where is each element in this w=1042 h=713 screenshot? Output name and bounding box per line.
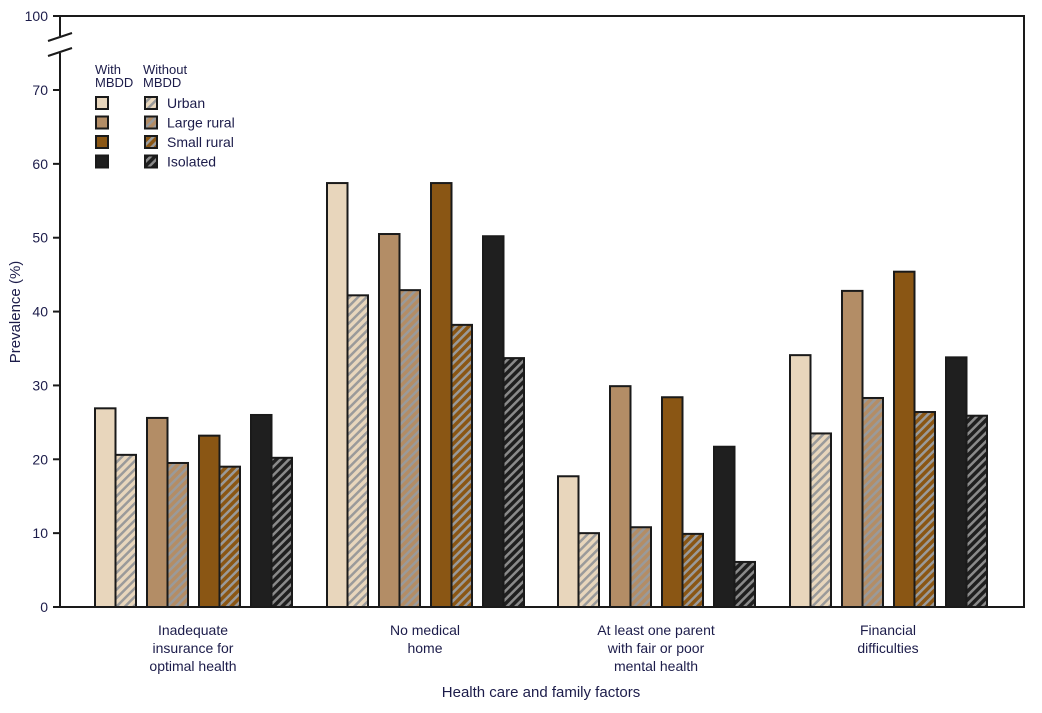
bar (681, 532, 704, 608)
y-tick-label: 30 (32, 377, 48, 393)
x-tick-label: No medical (390, 622, 460, 638)
bar (218, 465, 241, 608)
legend-label: Large rural (167, 115, 235, 131)
legend-swatch-with (95, 115, 109, 130)
legend-swatch-without (144, 115, 158, 130)
bar (629, 526, 652, 609)
x-tick-label: insurance for (153, 640, 234, 656)
legend-header: MBDD (143, 75, 181, 90)
bar (346, 294, 369, 608)
legend-swatch-with (95, 96, 109, 110)
bar (398, 289, 421, 608)
x-axis-label: Health care and family factors (442, 684, 640, 701)
bar (557, 475, 580, 608)
bar (482, 235, 505, 608)
bar (502, 357, 525, 609)
bar (913, 411, 936, 609)
bar (146, 416, 169, 608)
bar (166, 461, 189, 608)
legend-header: With (95, 62, 121, 77)
bar (577, 532, 600, 609)
x-tick-label: At least one parent (597, 622, 715, 638)
x-tick-label: home (407, 640, 442, 656)
axis-break-mark (47, 32, 73, 42)
y-tick-label: 40 (32, 304, 48, 320)
y-tick-label: 60 (32, 156, 48, 172)
x-tick-label: Inadequate (158, 622, 228, 638)
bar (198, 434, 221, 608)
bar (94, 407, 117, 608)
y-tick-label: 100 (25, 8, 49, 24)
bar (965, 414, 988, 608)
legend-label: Urban (167, 95, 205, 111)
bar (789, 354, 812, 609)
bar (270, 456, 293, 608)
x-tick-label: mental health (614, 658, 698, 674)
legend-swatch-without (144, 154, 158, 169)
bar (430, 182, 453, 608)
legend-swatch-without (144, 96, 158, 110)
bar (378, 233, 401, 608)
x-tick-label: difficulties (857, 640, 918, 656)
axis-break-mark (47, 47, 73, 57)
y-tick-label: 0 (40, 599, 48, 615)
bar (326, 182, 349, 608)
bar (841, 289, 864, 608)
bar (733, 560, 756, 608)
bar (114, 453, 137, 608)
y-axis-label: Prevalence (%) (7, 261, 24, 364)
y-tick-label: 50 (32, 230, 48, 246)
legend-header: Without (143, 62, 187, 77)
x-tick-label: with fair or poor (607, 640, 705, 656)
bar (861, 396, 884, 608)
legend-swatch-without (144, 135, 158, 149)
y-tick-label: 10 (32, 525, 48, 541)
x-tick-label: Financial (860, 622, 916, 638)
bar (609, 385, 632, 608)
bar (893, 270, 916, 608)
bar (250, 413, 273, 608)
bar (661, 396, 684, 609)
bar (450, 323, 473, 608)
bar (809, 432, 832, 608)
bar (713, 445, 736, 609)
legend-header: MBDD (95, 75, 133, 90)
legend-label: Small rural (167, 134, 234, 150)
x-tick-label: optimal health (149, 658, 236, 674)
bar (945, 356, 968, 608)
legend-label: Isolated (167, 154, 216, 170)
legend-swatch-with (95, 154, 109, 169)
legend-swatch-with (95, 135, 109, 149)
axis-break-gap (57, 36, 63, 53)
y-tick-label: 20 (32, 451, 48, 467)
y-tick-label: 70 (32, 82, 48, 98)
